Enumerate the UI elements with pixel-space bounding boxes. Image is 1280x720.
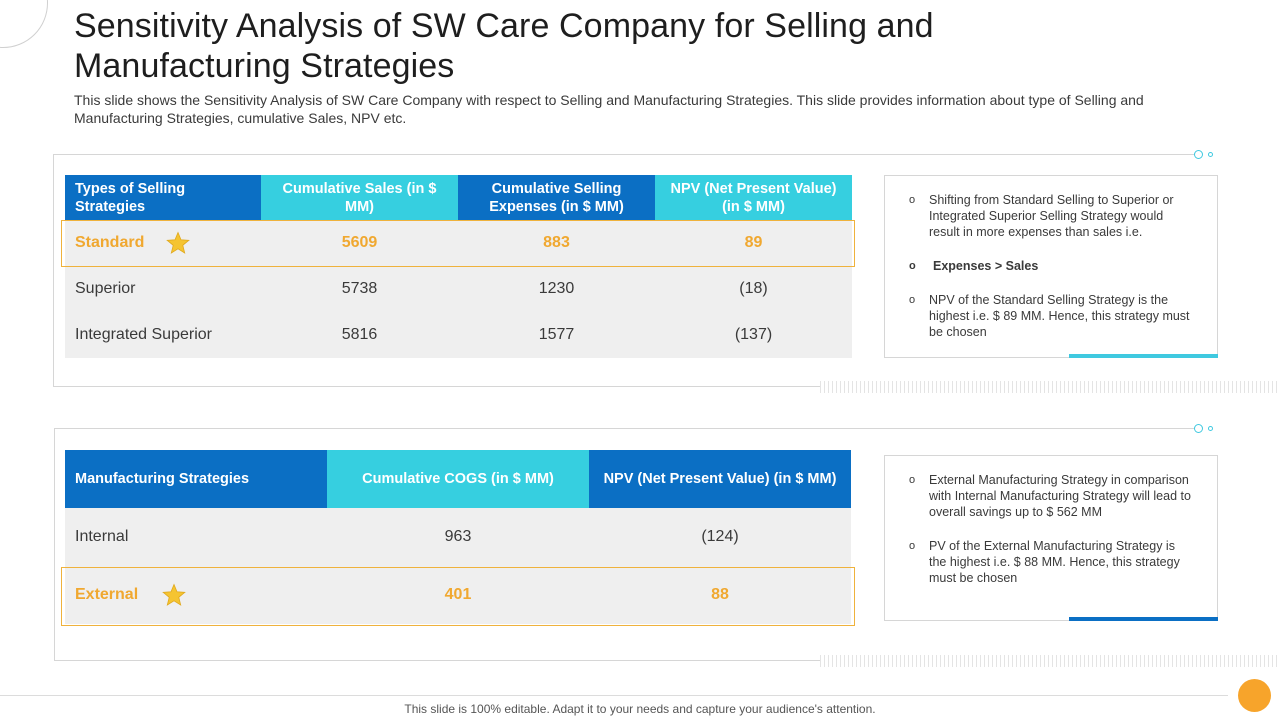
selling-row-name: Standard	[75, 234, 145, 251]
selling-row-expenses: 1230	[458, 266, 655, 312]
bullet-icon: o	[909, 260, 916, 272]
selling-header-expenses: Cumulative Selling Expenses (in $ MM)	[458, 175, 655, 220]
slide-subtitle: This slide shows the Sensitivity Analysi…	[74, 92, 1144, 126]
bullet-icon: o	[909, 294, 916, 306]
table-row: Internal 963 (124)	[65, 508, 851, 566]
manufacturing-row-name: External	[75, 586, 139, 603]
selling-panel-hatch	[820, 381, 1280, 393]
manufacturing-row-cogs: 401	[327, 566, 589, 624]
selling-row-npv: (137)	[655, 312, 852, 358]
list-item: o External Manufacturing Strategy in comp…	[909, 473, 1191, 519]
selling-table-header-row: Types of Selling Strategies Cumulative S…	[65, 175, 852, 220]
footer-text: This slide is 100% editable. Adapt it to…	[404, 702, 876, 716]
selling-row-name: Integrated Superior	[65, 312, 261, 358]
selling-notes-list: o Shifting from Standard Selling to Super…	[909, 192, 1191, 340]
selling-header-npv: NPV (Net Present Value) (in $ MM)	[655, 175, 852, 220]
table-row: Integrated Superior 5816 1577 (137)	[65, 312, 852, 358]
list-item: o Shifting from Standard Selling to Super…	[909, 193, 1174, 239]
star-icon	[162, 583, 186, 607]
selling-highlight-box	[61, 220, 855, 267]
manufacturing-row-cogs: 963	[327, 508, 589, 566]
manufacturing-highlight-box	[61, 567, 855, 626]
manufacturing-panel-hatch	[820, 655, 1280, 667]
table-row: Superior 5738 1230 (18)	[65, 266, 852, 312]
manufacturing-row-npv: 88	[589, 566, 851, 624]
manufacturing-header-type: Manufacturing Strategies	[65, 450, 327, 508]
selling-strategies-table: Types of Selling Strategies Cumulative S…	[65, 175, 852, 358]
manufacturing-notes-list: o External Manufacturing Strategy in comp…	[909, 472, 1191, 586]
manufacturing-strategies-table: Manufacturing Strategies Cumulative COGS…	[65, 450, 851, 624]
selling-row-sales: 5816	[261, 312, 458, 358]
selling-row-expenses: 1577	[458, 312, 655, 358]
manufacturing-notes-accent	[1069, 617, 1218, 621]
selling-header-sales: Cumulative Sales (in $ MM)	[261, 175, 458, 220]
slide-title: Sensitivity Analysis of SW Care Company …	[74, 7, 934, 85]
manufacturing-row-name: Internal	[65, 508, 327, 566]
manufacturing-header-cogs: Cumulative COGS (in $ MM)	[327, 450, 589, 508]
manufacturing-table-header-row: Manufacturing Strategies Cumulative COGS…	[65, 450, 851, 508]
list-item: o PV of the External Manufacturing Strate…	[909, 539, 1180, 585]
bullet-icon: o	[909, 474, 916, 486]
selling-row-npv: (18)	[655, 266, 852, 312]
bullet-icon: o	[909, 540, 916, 552]
corner-ring-decoration	[0, 0, 48, 48]
star-icon	[166, 231, 191, 255]
manufacturing-row-npv: (124)	[589, 508, 851, 566]
selling-row-name: Superior	[65, 266, 261, 312]
footer-divider	[0, 695, 1228, 696]
manufacturing-panel-top-line	[820, 428, 1194, 429]
manufacturing-notes-box: o External Manufacturing Strategy in comp…	[884, 455, 1218, 621]
selling-row-sales: 5738	[261, 266, 458, 312]
manufacturing-header-npv: NPV (Net Present Value) (in $ MM)	[589, 450, 851, 508]
selling-row-expenses: 883	[458, 220, 655, 266]
table-row: External 401 88	[65, 566, 851, 624]
selling-header-type: Types of Selling Strategies	[65, 175, 261, 220]
selling-notes-accent	[1069, 354, 1218, 358]
list-item: o NPV of the Standard Selling Strategy is…	[909, 293, 1190, 339]
selling-panel-dot-small	[1208, 152, 1213, 157]
selling-notes-box: o Shifting from Standard Selling to Super…	[884, 175, 1218, 358]
manufacturing-panel-dot-small	[1208, 426, 1213, 431]
selling-row-npv: 89	[655, 220, 852, 266]
footer-circle-decoration	[1238, 679, 1271, 712]
table-row: Standard 5609 883 89	[65, 220, 852, 266]
selling-row-sales: 5609	[261, 220, 458, 266]
selling-panel-dot-large	[1194, 150, 1203, 159]
list-item: o Expenses > Sales	[909, 259, 1039, 273]
bullet-icon: o	[909, 194, 916, 206]
manufacturing-panel-dot-large	[1194, 424, 1203, 433]
selling-panel-top-line	[820, 154, 1194, 155]
